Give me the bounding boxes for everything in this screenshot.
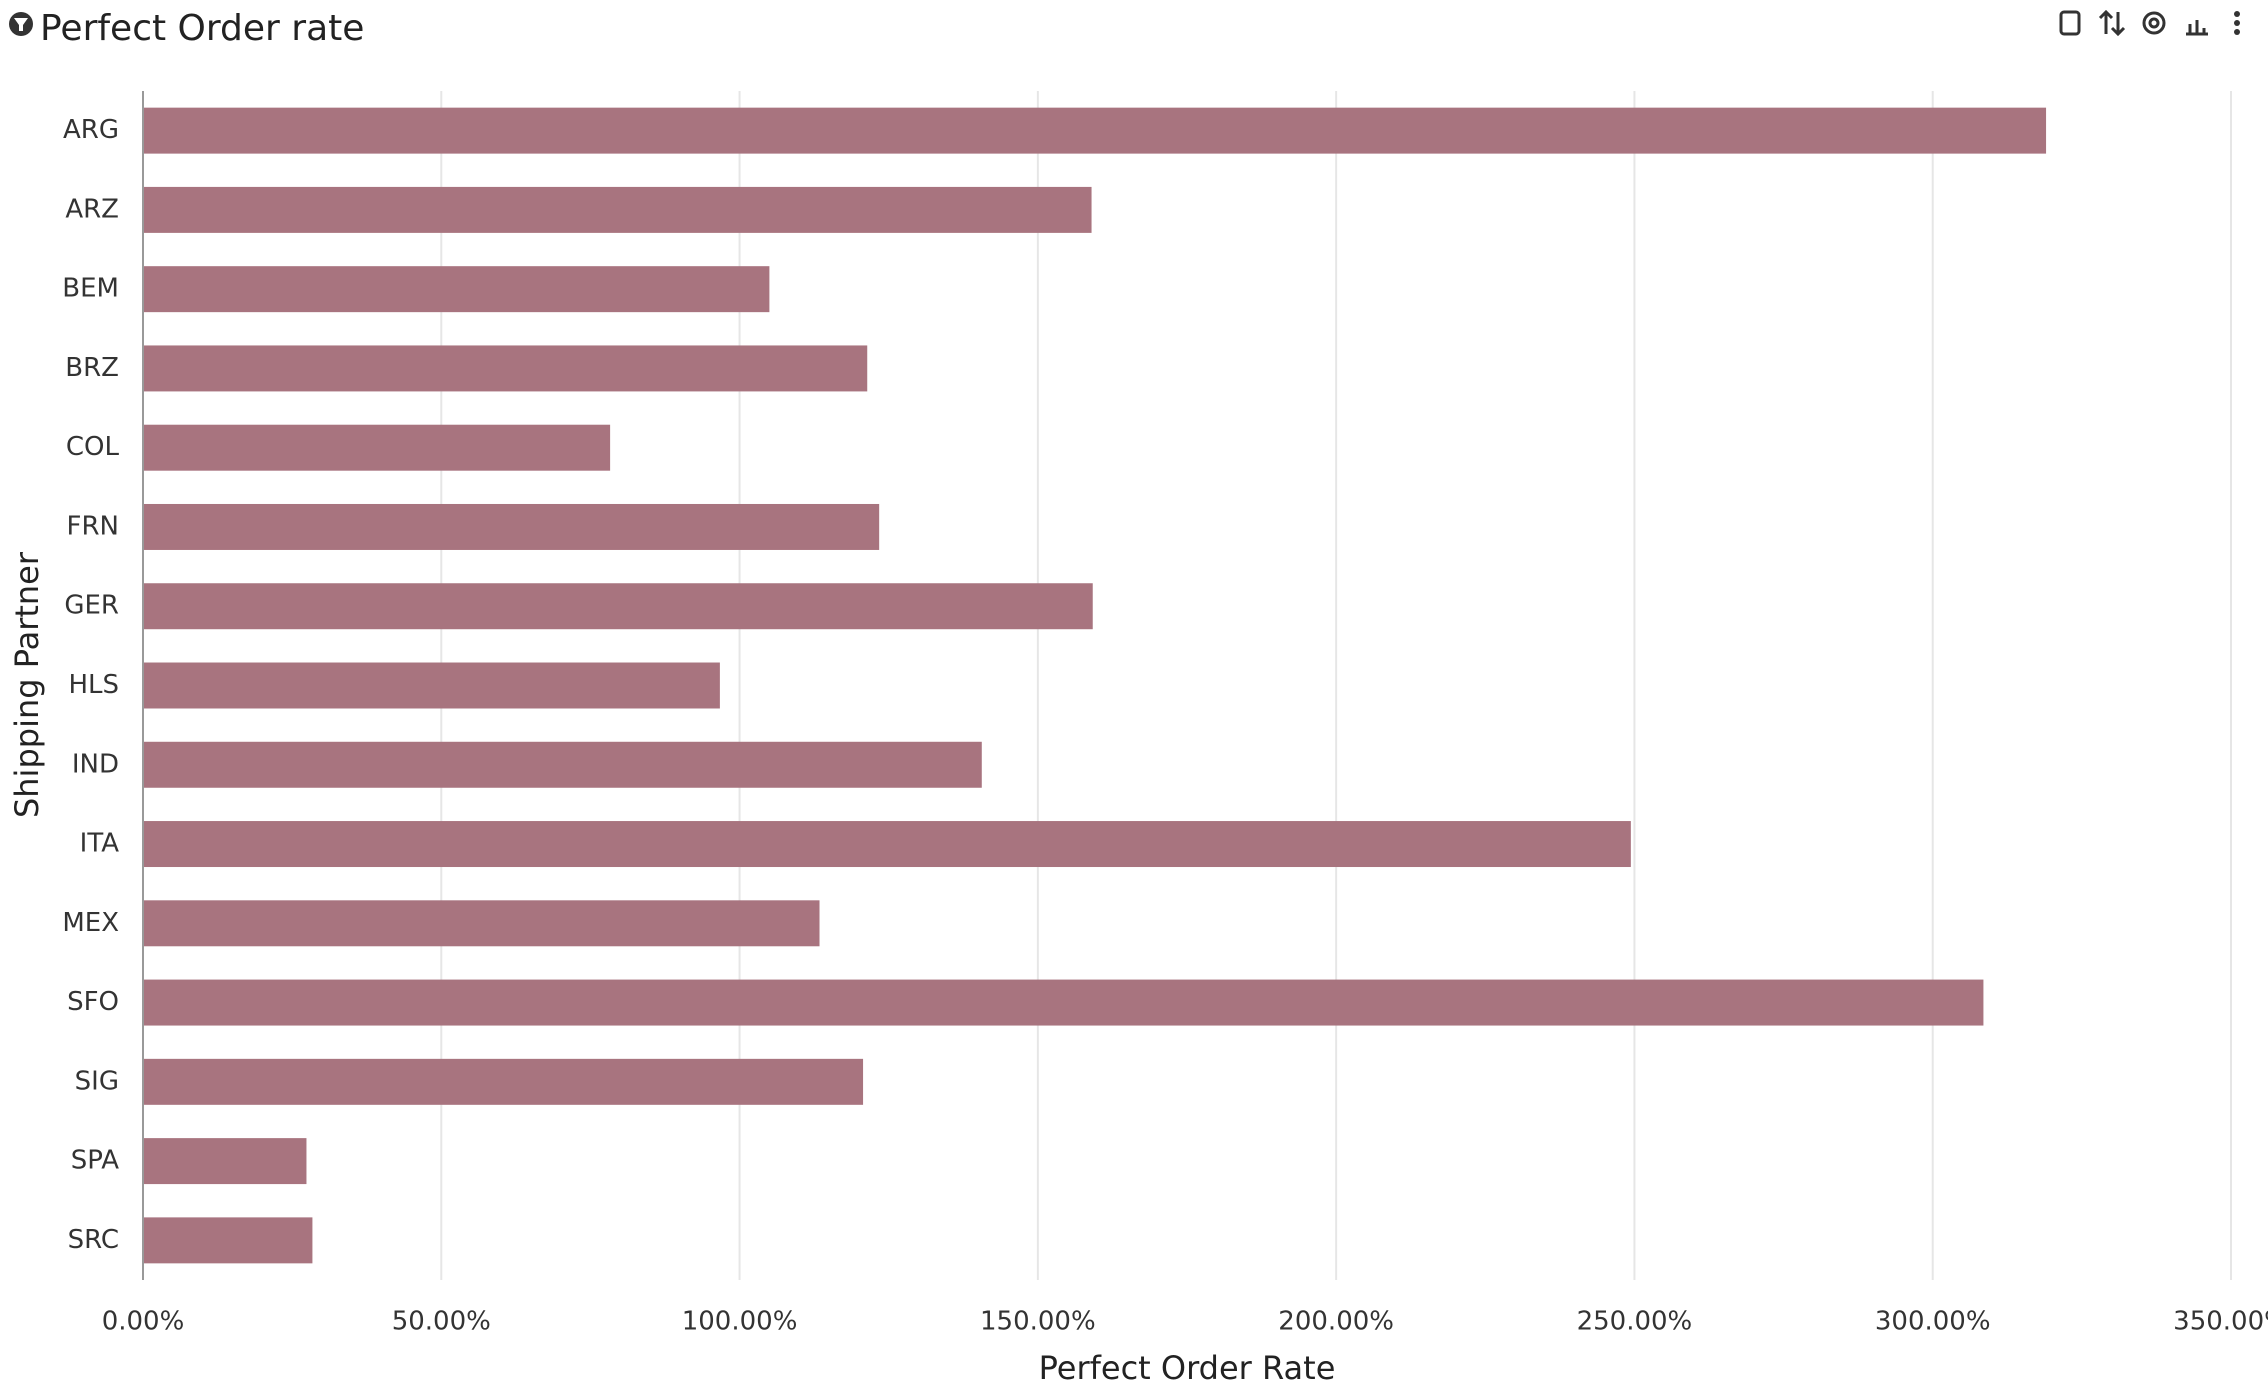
y-tick-label: COL [66,432,120,462]
more-button[interactable] [2234,11,2240,35]
y-tick-label: SRC [68,1225,119,1255]
filter-icon[interactable] [9,12,33,36]
y-tick-label: ITA [80,829,120,859]
y-tick-label: SFO [67,987,119,1017]
y-tick-label: BRZ [65,353,119,383]
x-tick-label: 100.00% [682,1307,798,1337]
x-tick-label: 200.00% [1278,1307,1394,1337]
y-tick-label: SIG [75,1066,119,1096]
bar [143,583,1093,630]
bar [143,503,880,550]
bar [143,1217,313,1264]
bar [143,900,820,947]
x-tick-label: 150.00% [980,1307,1096,1337]
y-tick-label: ARG [63,115,119,145]
x-tick-label: 0.00% [102,1307,185,1337]
bar [143,1138,307,1185]
x-axis-title: Perfect Order Rate [1039,1349,1336,1387]
bar [143,821,1631,868]
y-tick-label: ARZ [65,194,119,224]
target-button[interactable] [2142,11,2166,35]
y-tick-label: BEM [62,274,119,304]
x-tick-label: 50.00% [392,1307,491,1337]
y-tick-label: GER [64,591,119,621]
y-tick-label: MEX [62,908,119,938]
y-tick-label: IND [72,749,119,779]
bar [143,266,770,313]
sort-button[interactable] [2098,9,2126,37]
chart-title: Perfect Order rate [40,8,364,49]
toolbar [2059,9,2240,37]
bar [143,186,1092,233]
icon-button[interactable] [2059,10,2081,36]
bar [143,107,2047,154]
y-tick-label: SPA [71,1146,120,1176]
x-tick-label: 350.00% [2173,1307,2268,1337]
bar [143,424,611,471]
bar [143,345,868,392]
bar [143,979,1984,1026]
y-tick-label: HLS [68,670,119,700]
bar [143,662,720,709]
bar [143,1058,864,1105]
bar [143,741,982,788]
y-axis-title: Shipping Partner [8,551,46,818]
x-tick-label: 250.00% [1577,1307,1693,1337]
chart-button[interactable] [2186,20,2208,36]
x-tick-label: 300.00% [1875,1307,1991,1337]
y-tick-label: FRN [67,511,119,541]
